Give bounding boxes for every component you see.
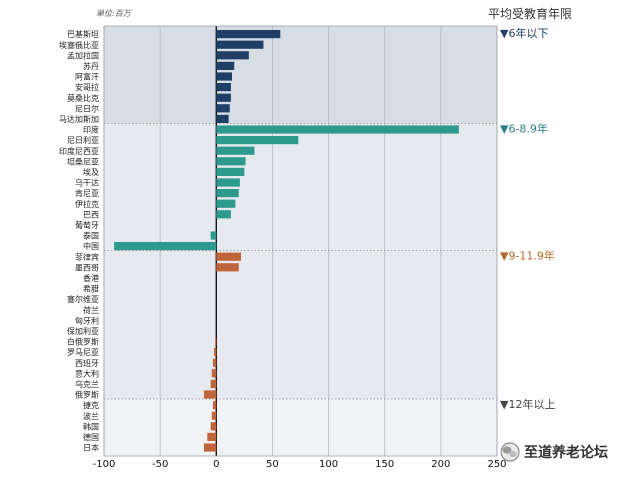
category-label: 葡萄牙 [75, 220, 99, 230]
bar [216, 40, 264, 49]
category-label: 莫桑比克 [67, 93, 99, 103]
bar [216, 167, 245, 176]
group-label: ▼12年以上 [500, 397, 555, 411]
category-label: 中国 [83, 241, 99, 251]
group-band [104, 123, 497, 251]
category-label: 坦桑尼亚 [67, 156, 99, 166]
category-label: 苏丹 [83, 61, 99, 71]
bar [214, 348, 217, 357]
category-label: 日本 [83, 443, 99, 453]
category-label: 罗马尼亚 [67, 348, 99, 357]
bar [216, 146, 255, 155]
bar [216, 125, 459, 134]
category-label: 乌干达 [75, 178, 99, 188]
category-label: 波兰 [83, 411, 99, 421]
bar [216, 189, 239, 198]
watermark-text: 至道养老论坛 [524, 444, 608, 461]
category-label: 希腊 [83, 284, 99, 294]
bar [216, 210, 231, 219]
plot-frame [103, 25, 498, 457]
bar [216, 114, 229, 123]
category-label: 香港 [83, 273, 99, 283]
category-label: 孟加拉国 [67, 50, 99, 60]
category-label: 韩国 [83, 421, 99, 431]
bar [212, 401, 217, 410]
x-tick-label: -100 [93, 459, 116, 470]
bar [216, 83, 231, 92]
bar [216, 136, 299, 145]
category-label: 安哥拉 [75, 82, 99, 92]
bar [203, 390, 217, 399]
bar [203, 443, 217, 452]
group-band [104, 250, 497, 399]
bar [114, 242, 217, 251]
category-label: 匈牙利 [75, 315, 99, 325]
category-label: 白俄罗斯 [67, 337, 99, 347]
bar [210, 379, 217, 388]
bar [216, 93, 231, 102]
category-label: 尼日尔 [75, 103, 99, 113]
category-label: 巴西 [83, 210, 99, 219]
bar [210, 422, 217, 431]
x-tick-label: 200 [431, 459, 450, 470]
bar [210, 231, 217, 240]
bar [216, 30, 281, 39]
category-label: 泰国 [83, 231, 99, 241]
group-label: ▼9-11.9年 [500, 249, 555, 263]
x-tick-label: 50 [266, 459, 279, 470]
category-label: 意大利 [75, 368, 99, 378]
category-label: 墨西哥 [75, 263, 99, 272]
bar [216, 104, 230, 113]
category-label: 菲律宾 [75, 252, 99, 262]
bar [207, 432, 217, 441]
x-tick-label: 250 [487, 459, 506, 470]
x-tick-label: 100 [319, 459, 338, 470]
bar [216, 178, 240, 187]
category-label: 捷克 [83, 400, 99, 410]
category-label: 德国 [83, 432, 99, 442]
wechat-logo-icon [500, 442, 520, 462]
category-label: 肯尼亚 [75, 188, 99, 198]
category-label: 保加利亚 [67, 326, 99, 336]
x-tick-label: -50 [152, 459, 168, 470]
category-label: 埃及 [83, 167, 99, 177]
category-label: 塞尔维亚 [67, 294, 99, 304]
x-tick-label: 0 [213, 459, 219, 470]
category-label: 西班牙 [75, 358, 99, 368]
category-label: 印度尼西亚 [59, 146, 99, 156]
bar [212, 358, 217, 367]
bar [216, 263, 239, 272]
category-label: 马达加斯加 [59, 114, 99, 124]
bar [211, 411, 217, 420]
category-label: 尼日利亚 [67, 135, 99, 145]
category-label: 阿富汗 [75, 72, 99, 82]
bar [211, 369, 217, 378]
bar [216, 72, 233, 81]
x-tick-label: 150 [375, 459, 394, 470]
category-label: 伊拉克 [75, 199, 99, 209]
bar [215, 337, 217, 346]
category-label: 印度 [83, 125, 99, 135]
group-label: ▼6-8.9年 [500, 121, 548, 135]
watermark: 至道养老论坛 [500, 442, 608, 462]
group-label: ▼6年以下 [500, 26, 548, 40]
bar [216, 252, 241, 261]
bar [216, 61, 235, 70]
bar [216, 157, 246, 166]
legend-title: 平均受教育年限 [488, 6, 572, 21]
category-label: 俄罗斯 [75, 390, 99, 400]
category-label: 埃塞俄比亚 [59, 40, 99, 50]
group-band [104, 399, 497, 456]
group-band [104, 26, 497, 124]
category-label: 乌克兰 [75, 379, 99, 389]
category-label: 荷兰 [83, 305, 99, 315]
category-label: 巴基斯坦 [67, 29, 99, 39]
bar [216, 199, 236, 208]
bar [216, 51, 249, 60]
unit-label: 单位:百万 [96, 9, 133, 18]
